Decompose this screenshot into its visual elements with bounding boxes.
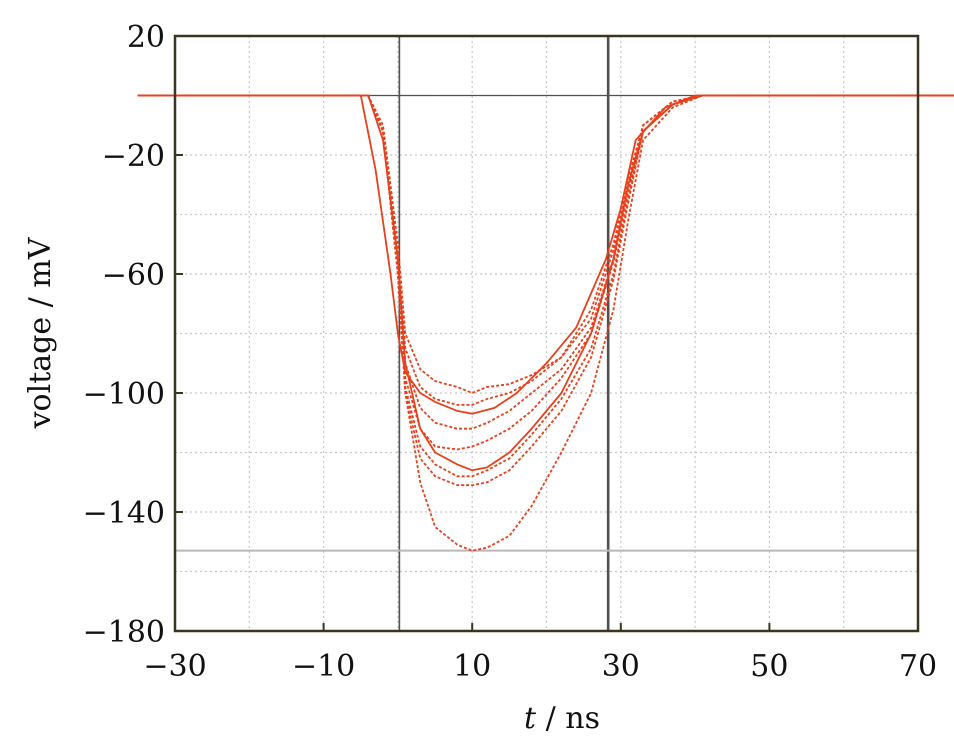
- y-tick-label: −140: [83, 496, 165, 531]
- y-tick-label: −20: [102, 139, 165, 174]
- y-tick-label: −180: [83, 615, 165, 650]
- x-tick-label: 10: [453, 649, 491, 684]
- plot-frame: [173, 34, 920, 633]
- series-line: [137, 94, 954, 415]
- x-tick-label: 30: [602, 649, 640, 684]
- y-tick-label: −100: [83, 377, 165, 412]
- x-tick-label: 50: [750, 649, 788, 684]
- x-tick-label: −30: [143, 649, 206, 684]
- series-group: [137, 94, 954, 552]
- x-axis-label-unit: / ns: [536, 701, 600, 736]
- y-ticks: 20 −20 −60 −100 −140 −180: [83, 20, 183, 650]
- x-tick-label: −10: [292, 649, 355, 684]
- x-axis-label-var: t: [524, 701, 537, 736]
- x-ticks: −30 −10 10 30 50 70: [143, 623, 937, 684]
- series-line: [137, 94, 954, 552]
- y-tick-label: 20: [127, 20, 165, 55]
- x-axis-label: t / ns: [524, 701, 600, 736]
- x-tick-label: 70: [899, 649, 937, 684]
- y-axis-label: voltage / mV: [23, 236, 58, 429]
- y-tick-label: −60: [102, 258, 165, 293]
